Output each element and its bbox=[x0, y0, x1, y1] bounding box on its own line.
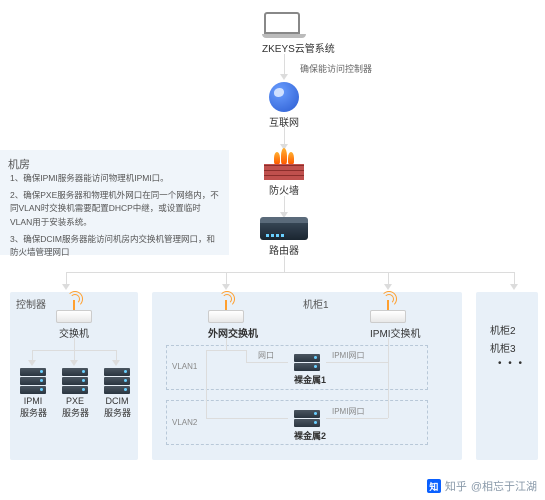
internet-node: 互联网 bbox=[269, 82, 299, 129]
bare-metal-1-node: 裸金属1 bbox=[294, 354, 320, 386]
server-label-l1: DCIM bbox=[104, 396, 130, 406]
laptop-node: ZKEYS云管系统 bbox=[262, 12, 302, 55]
connector-line bbox=[326, 418, 388, 419]
server-label-l2: 服务器 bbox=[62, 406, 88, 419]
server-icon bbox=[20, 368, 46, 376]
bare1-label: 裸金属1 bbox=[294, 373, 320, 386]
router-label: 路由器 bbox=[260, 242, 308, 257]
zhihu-logo-icon: 知 bbox=[427, 479, 441, 493]
bare-metal-2-node: 裸金属2 bbox=[294, 410, 320, 442]
room-note-3: 3、确保DCIM服务器能访问机房内交换机管理网口，和防火墙管理网口 bbox=[10, 233, 222, 259]
rack3-label: 机柜3 bbox=[490, 340, 516, 355]
connector-line bbox=[206, 350, 207, 418]
connector-line bbox=[206, 418, 288, 419]
extra-racks-panel bbox=[476, 292, 538, 460]
fire-icon bbox=[264, 152, 304, 164]
port-label-1: 网口 bbox=[258, 350, 274, 361]
wall-icon bbox=[264, 164, 304, 180]
ipmi-port-label-2: IPMI网口 bbox=[332, 406, 364, 417]
server-label-l2: 服务器 bbox=[20, 406, 46, 419]
room-note-2: 2、确保PXE服务器和物理机外网口在同一个网络内，不同VLAN时交换机需要配置D… bbox=[10, 189, 222, 229]
ipmi-port-label-1: IPMI网口 bbox=[332, 350, 364, 361]
rack2-label: 机柜2 bbox=[490, 322, 516, 337]
ipmi-server-node: IPMI 服务器 bbox=[20, 368, 46, 419]
arrow-icon bbox=[28, 360, 36, 366]
arrow-icon bbox=[280, 74, 288, 80]
controller-switch-node: 交换机 bbox=[56, 300, 92, 340]
connector-line bbox=[326, 362, 388, 363]
connector-line bbox=[246, 362, 288, 363]
connector-line bbox=[284, 256, 285, 272]
arrow-icon bbox=[510, 284, 518, 290]
room-note-1: 1、确保IPMI服务器能访问物理机IPMI口。 bbox=[10, 172, 222, 185]
connector-line bbox=[284, 54, 285, 76]
arrow-icon bbox=[384, 284, 392, 290]
dcim-server-node: DCIM 服务器 bbox=[104, 368, 130, 419]
arrow-icon bbox=[222, 284, 230, 290]
switch-icon bbox=[208, 310, 244, 323]
racks-more-label: • • • bbox=[498, 358, 524, 369]
router-icon bbox=[260, 220, 308, 240]
firewall-label: 防火墙 bbox=[264, 182, 304, 197]
arrow-icon bbox=[112, 360, 120, 366]
connector-line bbox=[388, 338, 389, 362]
antenna-icon bbox=[73, 300, 75, 310]
connector-line bbox=[246, 350, 247, 362]
antenna-icon bbox=[387, 300, 389, 310]
watermark-brand: 知乎 bbox=[445, 478, 467, 494]
connector-line bbox=[226, 338, 227, 350]
router-node: 路由器 bbox=[260, 220, 308, 257]
firewall-node: 防火墙 bbox=[264, 152, 304, 197]
watermark: 知 知乎 @相忘于江湖 bbox=[427, 478, 537, 494]
server-icon bbox=[294, 354, 320, 362]
room-notes: 1、确保IPMI服务器能访问物理机IPMI口。 2、确保PXE服务器和物理机外网… bbox=[10, 172, 222, 259]
connector-line bbox=[206, 350, 246, 351]
connector-line bbox=[388, 362, 389, 418]
pxe-server-node: PXE 服务器 bbox=[62, 368, 88, 419]
server-icon bbox=[294, 410, 320, 418]
arrow-icon bbox=[62, 284, 70, 290]
laptop-label: ZKEYS云管系统 bbox=[262, 40, 302, 55]
wan-switch-node: 外网交换机 bbox=[208, 300, 244, 340]
arrow-icon bbox=[70, 360, 78, 366]
vlan1-label: VLAN1 bbox=[172, 362, 197, 371]
switch-icon bbox=[56, 310, 92, 323]
watermark-author: @相忘于江湖 bbox=[471, 478, 537, 494]
laptop-side-note: 确保能访问控制器 bbox=[300, 62, 372, 75]
server-label-l2: 服务器 bbox=[104, 406, 130, 419]
rack1-title: 机柜1 bbox=[297, 292, 335, 315]
server-icon bbox=[62, 368, 88, 376]
connector-line bbox=[74, 338, 75, 350]
network-topology-diagram: ZKEYS云管系统 确保能访问控制器 互联网 机房 1、确保IPMI服务器能访问… bbox=[0, 0, 545, 500]
server-icon bbox=[104, 368, 130, 376]
switch-icon bbox=[370, 310, 406, 323]
server-label-l1: PXE bbox=[62, 396, 88, 406]
antenna-icon bbox=[225, 300, 227, 310]
connector-line bbox=[284, 126, 285, 146]
ipmi-switch-node: IPMI交换机 bbox=[370, 300, 406, 340]
bare2-label: 裸金属2 bbox=[294, 429, 320, 442]
globe-icon bbox=[269, 82, 299, 112]
vlan2-label: VLAN2 bbox=[172, 418, 197, 427]
connector-line bbox=[66, 272, 514, 273]
server-label-l1: IPMI bbox=[20, 396, 46, 406]
laptop-icon bbox=[264, 12, 300, 34]
